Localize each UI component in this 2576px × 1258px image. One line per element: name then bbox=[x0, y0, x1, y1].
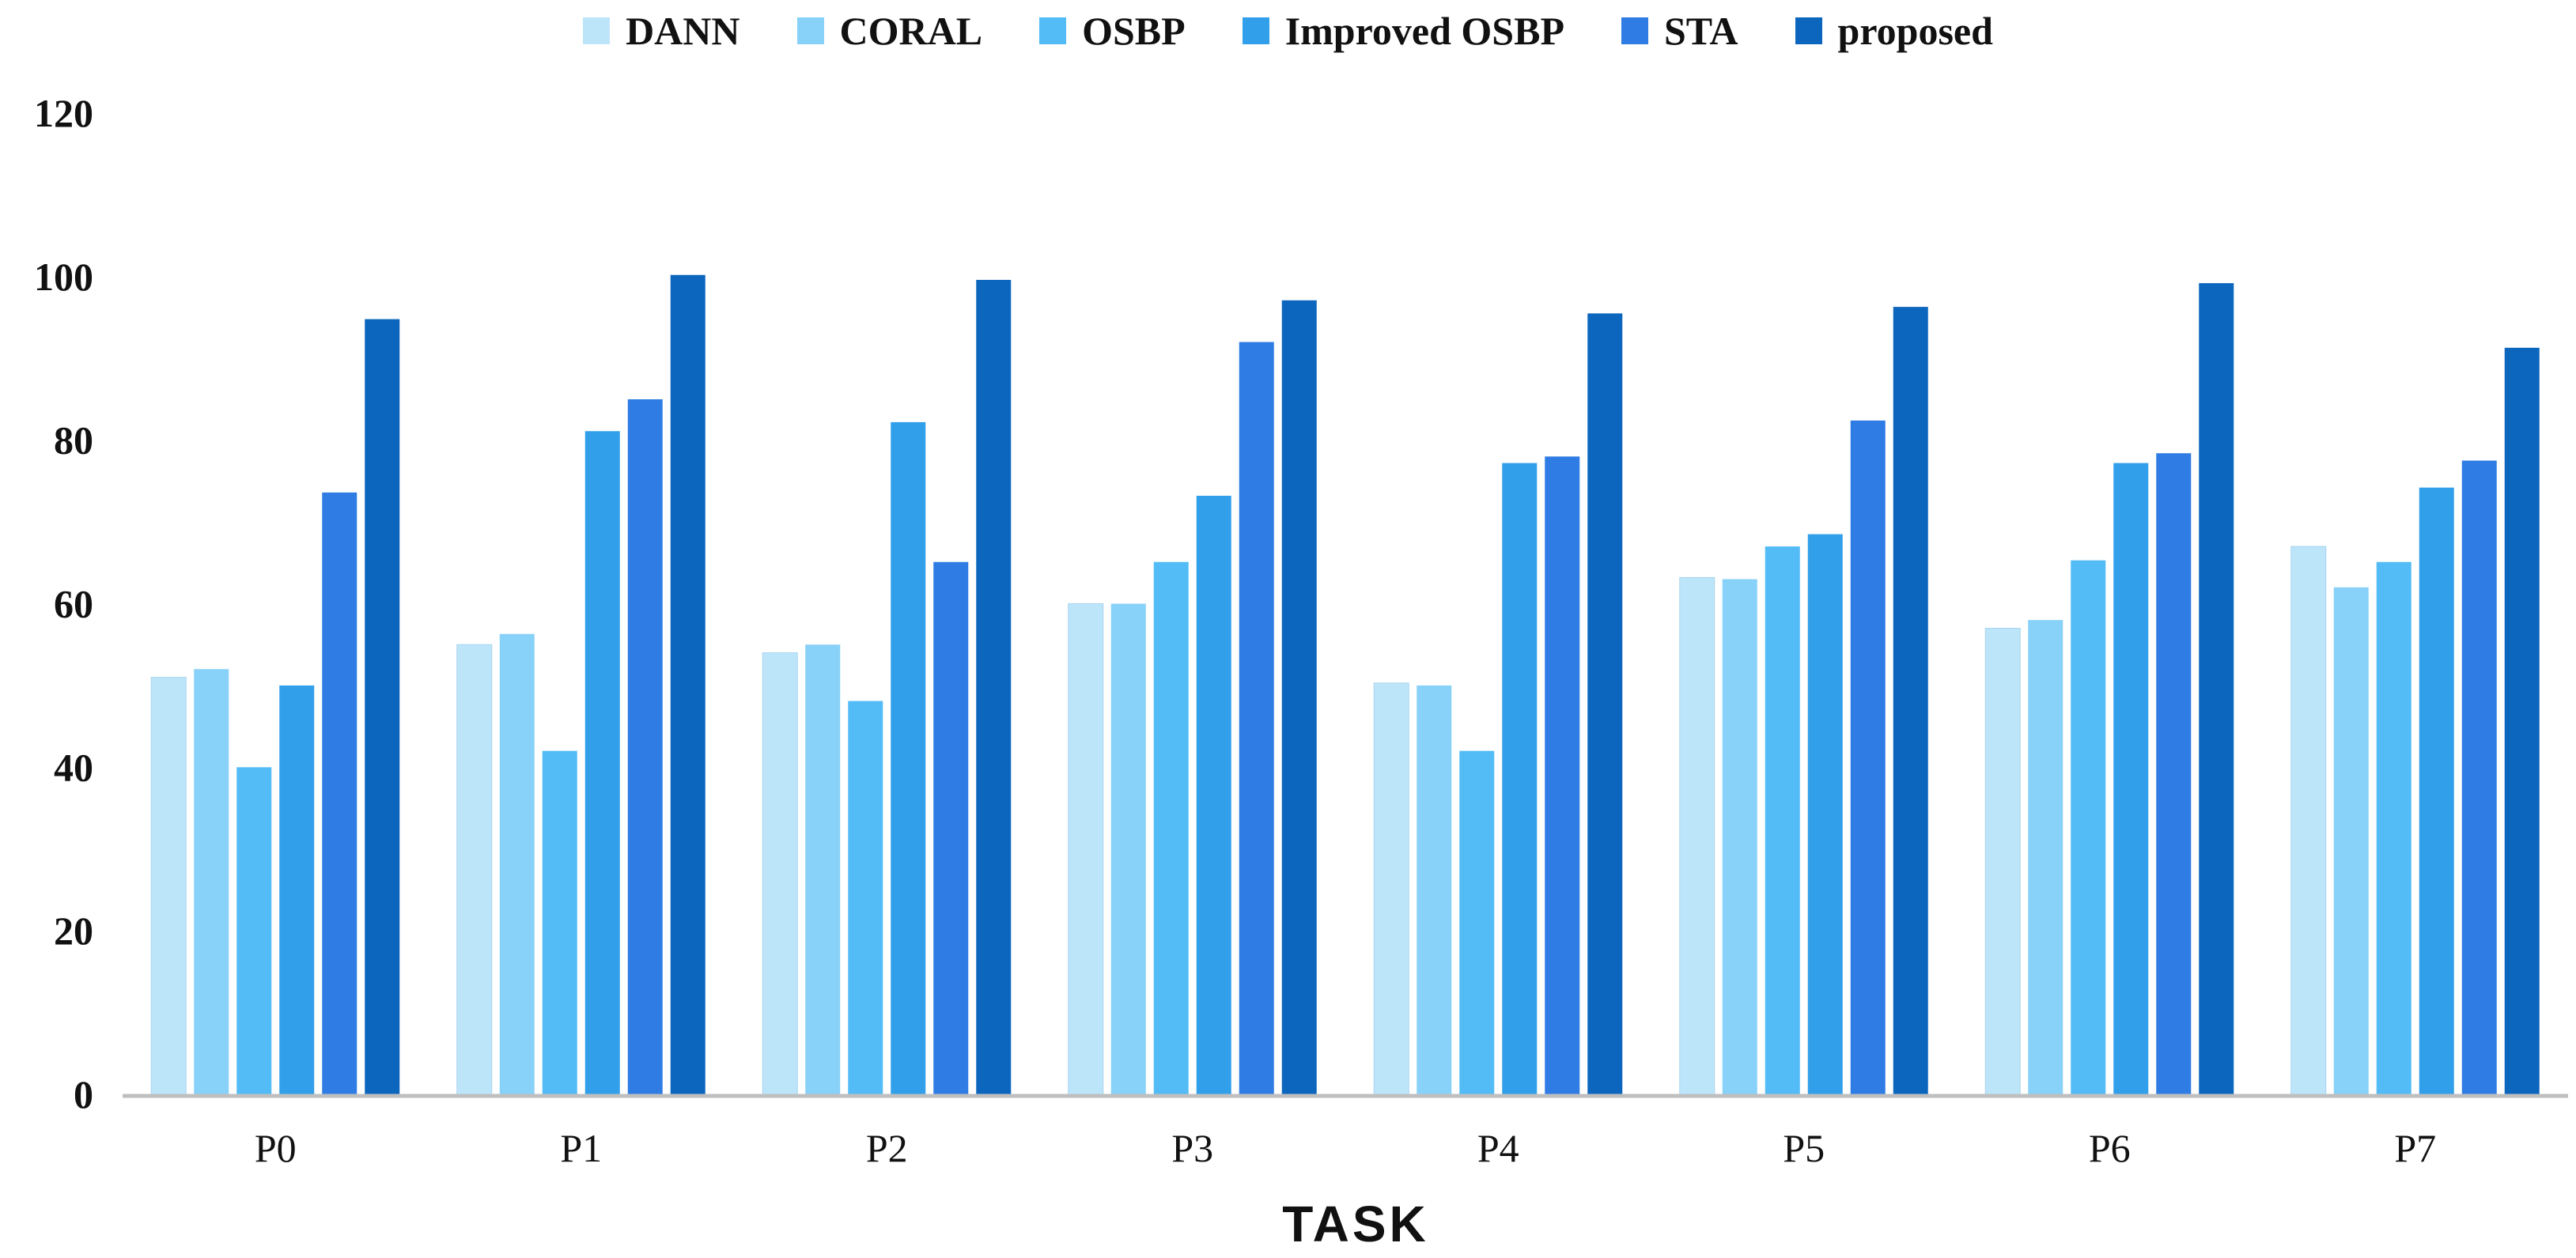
bar-p0-sta bbox=[322, 492, 357, 1094]
bar-p3-osbp bbox=[1153, 561, 1189, 1094]
x-tick-label: P6 bbox=[2089, 1126, 2131, 1170]
bar-p1-dann bbox=[456, 644, 493, 1095]
bar-p0-proposed bbox=[365, 319, 400, 1094]
bar-p2-dann bbox=[762, 652, 798, 1095]
bar-p7-osbp bbox=[2376, 561, 2411, 1094]
bar-p5-sta bbox=[1850, 420, 1886, 1094]
x-axis: P0 P1 P2 P3 P4 P5 P6 P7 bbox=[255, 1126, 2436, 1170]
bar-p6-proposed bbox=[2199, 283, 2234, 1094]
legend-label: DANN bbox=[626, 9, 740, 53]
y-tick-label: 40 bbox=[54, 745, 93, 789]
x-tick-label: P4 bbox=[1477, 1126, 1519, 1170]
x-tick-label: P3 bbox=[1171, 1126, 1213, 1170]
bar-p2-sta bbox=[933, 561, 969, 1094]
legend-item: STA bbox=[1621, 8, 1738, 54]
x-tick-label: P2 bbox=[866, 1126, 908, 1170]
x-tick-label: P7 bbox=[2394, 1126, 2436, 1170]
legend-label: Improved OSBP bbox=[1284, 9, 1564, 53]
bar-p0-dann bbox=[150, 677, 187, 1095]
bar-p0-osbp bbox=[236, 767, 272, 1094]
bar-p1-coral bbox=[499, 633, 535, 1094]
legend-label: OSBP bbox=[1082, 9, 1186, 53]
bar-p5-osbp bbox=[1765, 546, 1800, 1094]
x-axis-title: TASK bbox=[1282, 1196, 1428, 1252]
bar-p6-dann bbox=[1984, 628, 2021, 1095]
bar-p4-dann bbox=[1373, 682, 1409, 1095]
bar-p6-osbp bbox=[2071, 560, 2106, 1094]
legend-swatch bbox=[1795, 17, 1822, 44]
bar-p1-sta bbox=[627, 399, 663, 1095]
y-axis: 0 20 40 60 80 100 120 bbox=[34, 91, 93, 1116]
bar-p2-osbp bbox=[848, 701, 883, 1094]
bar-p6-improved-osbp bbox=[2113, 463, 2149, 1094]
y-tick-label: 60 bbox=[54, 582, 93, 626]
y-tick-label: 0 bbox=[74, 1072, 93, 1116]
y-tick-label: 80 bbox=[54, 418, 93, 463]
bar-p4-improved-osbp bbox=[1502, 463, 1538, 1094]
bar-p4-sta bbox=[1545, 456, 1580, 1094]
bar-p7-dann bbox=[2290, 546, 2327, 1095]
bar-p2-coral bbox=[805, 644, 841, 1094]
legend-item: CORAL bbox=[796, 8, 983, 54]
legend-item: Improved OSBP bbox=[1242, 8, 1564, 54]
bar-p5-coral bbox=[1722, 579, 1757, 1094]
bar-p5-dann bbox=[1679, 576, 1715, 1095]
y-tick-label: 20 bbox=[54, 909, 93, 953]
bar-p3-improved-osbp bbox=[1196, 495, 1231, 1094]
bar-p0-coral bbox=[194, 669, 229, 1094]
bar-p7-proposed bbox=[2504, 347, 2540, 1094]
legend-swatch bbox=[1242, 17, 1269, 44]
bar-p4-proposed bbox=[1587, 313, 1623, 1094]
bar-p3-coral bbox=[1110, 603, 1146, 1094]
bar-p3-proposed bbox=[1281, 300, 1317, 1094]
legend-swatch bbox=[583, 17, 611, 44]
bar-p0-improved-osbp bbox=[279, 685, 315, 1094]
legend-label: CORAL bbox=[839, 9, 983, 53]
legend-item: OSBP bbox=[1039, 8, 1186, 54]
legend-item: DANN bbox=[583, 8, 740, 54]
legend-swatch bbox=[796, 17, 824, 44]
x-tick-label: P1 bbox=[560, 1126, 602, 1170]
bar-p2-proposed bbox=[976, 279, 1012, 1095]
bar-p5-improved-osbp bbox=[1807, 534, 1843, 1094]
legend-swatch bbox=[1621, 17, 1648, 44]
bar-p3-sta bbox=[1239, 342, 1274, 1094]
y-tick-label: 100 bbox=[34, 255, 93, 299]
x-tick-label: P5 bbox=[1783, 1126, 1825, 1170]
bar-p1-proposed bbox=[670, 274, 705, 1094]
bar-p6-sta bbox=[2156, 453, 2192, 1094]
bar-p1-improved-osbp bbox=[584, 431, 620, 1094]
legend: DANN CORAL OSBP Improved OSBP STA proposed bbox=[0, 8, 2576, 54]
bar-p3-dann bbox=[1068, 603, 1104, 1095]
bar-p7-sta bbox=[2461, 460, 2497, 1094]
legend-item: proposed bbox=[1795, 8, 1993, 54]
legend-label: STA bbox=[1663, 9, 1738, 53]
bar-p2-improved-osbp bbox=[891, 421, 926, 1094]
bar-p4-osbp bbox=[1459, 750, 1495, 1094]
legend-swatch bbox=[1039, 17, 1067, 44]
bars bbox=[150, 274, 2540, 1095]
y-tick-label: 120 bbox=[34, 91, 93, 135]
x-tick-label: P0 bbox=[255, 1126, 297, 1170]
bar-p1-osbp bbox=[542, 750, 577, 1094]
bar-p7-coral bbox=[2333, 587, 2369, 1094]
bar-p4-coral bbox=[1417, 685, 1452, 1094]
bar-p7-improved-osbp bbox=[2419, 487, 2454, 1094]
bar-p5-proposed bbox=[1893, 307, 1928, 1095]
bar-p6-coral bbox=[2028, 620, 2063, 1094]
legend-label: proposed bbox=[1837, 9, 1993, 53]
